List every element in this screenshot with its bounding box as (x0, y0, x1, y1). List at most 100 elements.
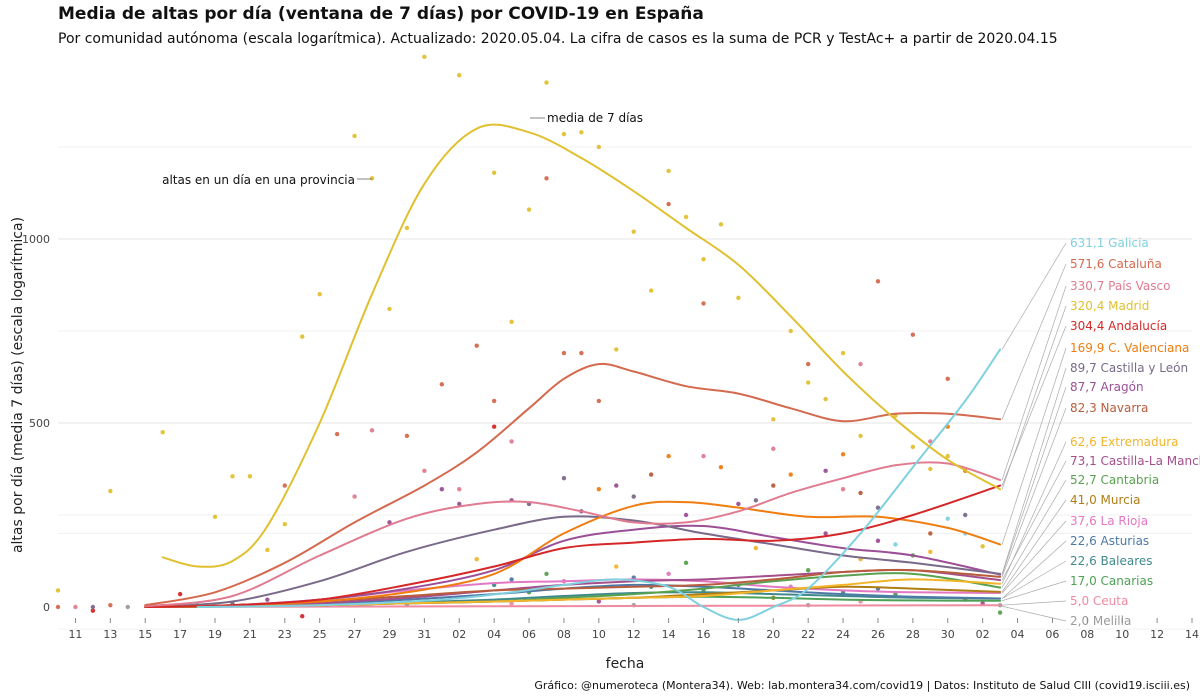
data-point (736, 501, 741, 507)
x-tick-label: 04 (1011, 628, 1025, 641)
data-point (683, 512, 689, 518)
data-point (596, 144, 602, 150)
data-point (614, 564, 619, 569)
x-tick-label: 15 (138, 628, 152, 641)
leader-line (1001, 520, 1067, 594)
data-point (526, 207, 532, 212)
x-tick-label: 19 (208, 628, 222, 641)
x-tick-label: 17 (173, 628, 187, 641)
x-tick-label: 14 (1185, 628, 1199, 641)
end-labels: 631,1 Galicia 571,6 Cataluña 330,7 País Va… (1070, 236, 1200, 628)
x-tick-label: 02 (452, 628, 466, 641)
data-point (753, 545, 759, 551)
data-point (683, 214, 689, 220)
data-point (701, 257, 706, 262)
series-line (161, 123, 1002, 568)
data-point (997, 610, 1003, 615)
data-point (509, 439, 514, 444)
end-label: 37,6 La Rioja (1070, 514, 1148, 528)
data-point (596, 599, 602, 604)
data-point (457, 487, 462, 492)
leader-line (1001, 242, 1067, 350)
leader-line (1001, 499, 1067, 593)
data-point (788, 472, 793, 477)
data-point (823, 468, 828, 474)
data-point (387, 520, 392, 525)
x-tick-label: 10 (592, 628, 606, 641)
data-point (858, 361, 863, 367)
end-label: 330,7 País Vasco (1070, 279, 1170, 293)
leader-line (1001, 460, 1067, 581)
data-point (858, 433, 863, 439)
data-point (439, 487, 445, 492)
data-point (474, 343, 479, 348)
x-tick-label: 14 (662, 628, 676, 641)
data-point (614, 483, 619, 488)
end-label: 22,6 Asturias (1070, 534, 1149, 548)
data-point (875, 505, 881, 510)
data-point (771, 417, 776, 422)
data-point (666, 453, 671, 459)
data-point (771, 483, 776, 488)
data-point (805, 380, 811, 385)
x-tick-label: 28 (906, 628, 920, 641)
end-label: 73,1 Castilla-La Mancha (1070, 454, 1200, 468)
leader-line (1001, 347, 1067, 545)
series-line (144, 515, 1002, 608)
x-tick-label: 13 (103, 628, 117, 641)
end-label: 22,6 Baleares (1070, 554, 1153, 568)
data-point (596, 487, 602, 492)
data-point (788, 328, 793, 334)
data-point (352, 133, 357, 139)
series-line (144, 568, 1002, 608)
data-point (300, 334, 305, 339)
y-tick-label: 1000 (22, 233, 50, 246)
leader-line (1002, 600, 1067, 606)
data-point (369, 176, 375, 181)
data-point (928, 466, 933, 472)
data-point (282, 483, 287, 488)
end-label: 5,0 Ceuta (1070, 594, 1128, 608)
data-point (875, 538, 881, 543)
data-point (579, 130, 584, 135)
annotation-lines-note: media de 7 días (547, 111, 643, 125)
data-point (840, 452, 846, 457)
data-point (90, 608, 96, 613)
end-label: 41,0 Murcia (1070, 493, 1140, 507)
end-label: 87,7 Aragón (1070, 380, 1144, 394)
end-label: 631,1 Galicia (1070, 236, 1149, 250)
data-point (805, 568, 811, 573)
data-point (491, 424, 497, 429)
leader-line (1001, 285, 1067, 481)
data-point (544, 80, 549, 85)
x-tick-label: 21 (243, 628, 257, 641)
leader-line (1002, 605, 1067, 622)
end-label: 304,4 Andalucía (1070, 319, 1167, 333)
scatter-points (55, 54, 1003, 619)
series-line (144, 484, 1002, 608)
x-tick-label: 11 (68, 628, 82, 641)
end-label: 169,9 C. Valenciana (1070, 341, 1189, 355)
data-point (247, 474, 253, 479)
x-tick-label: 16 (697, 628, 711, 641)
x-tick-label: 18 (731, 628, 745, 641)
leader-line (1001, 540, 1067, 599)
data-point (631, 494, 636, 499)
x-tick-label: 29 (382, 628, 396, 641)
data-point (544, 571, 549, 577)
data-point (509, 601, 514, 606)
data-point (404, 225, 410, 231)
y-axis-title: altas por día (media 7 días) (escala log… (10, 217, 26, 553)
data-point (108, 602, 113, 608)
data-point (300, 614, 305, 619)
data-point (771, 446, 776, 451)
end-label: 320,4 Madrid (1070, 299, 1149, 313)
data-point (753, 498, 759, 503)
data-point (212, 514, 218, 520)
x-tick-label: 12 (1150, 628, 1164, 641)
data-point (701, 301, 706, 306)
data-point (893, 542, 898, 547)
leader-line (1001, 560, 1067, 599)
data-point (369, 428, 375, 433)
